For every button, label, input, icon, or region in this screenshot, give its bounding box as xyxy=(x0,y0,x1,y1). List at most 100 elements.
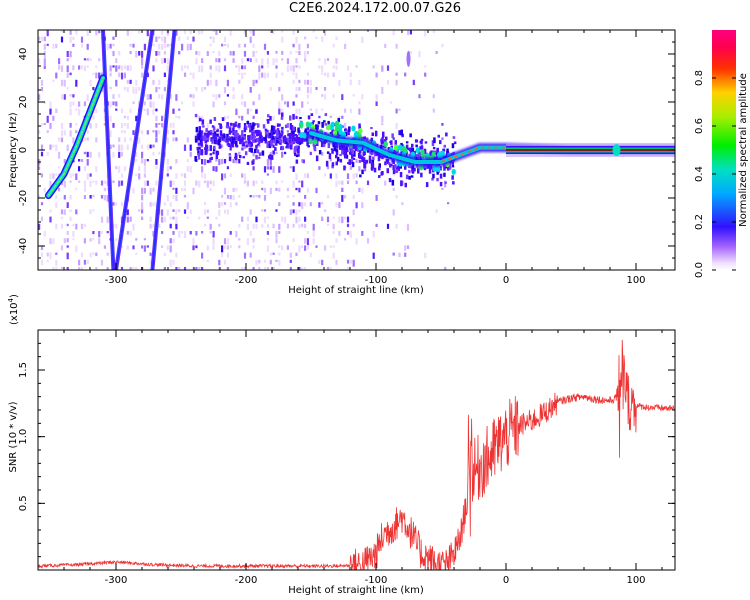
spectrogram-cell xyxy=(63,195,66,200)
spectrogram-cell xyxy=(286,58,289,65)
spectrogram-cell xyxy=(194,135,198,141)
spectrogram-cell xyxy=(357,152,361,159)
spectrogram-cell xyxy=(163,36,166,44)
spectrogram-cell xyxy=(278,231,281,234)
spectrogram-cell xyxy=(323,120,326,123)
spectrogram-cell xyxy=(222,133,226,139)
snr-frame xyxy=(37,329,676,571)
spectrogram-cell xyxy=(343,144,346,151)
spectrogram-cell xyxy=(386,168,389,174)
spectrogram-cell xyxy=(239,155,242,159)
spectrogram-cell xyxy=(129,267,132,270)
spectrogram-cell xyxy=(284,137,287,142)
spectrogram-cell xyxy=(337,117,340,123)
spectrogram-cell xyxy=(43,187,46,193)
spectrogram-cell xyxy=(344,155,347,159)
spectrogram-cell xyxy=(183,231,187,238)
spectrogram-cell xyxy=(286,245,289,250)
spectrogram-cell xyxy=(163,252,166,256)
spectrogram-cell xyxy=(58,65,61,70)
spectrogram-cell xyxy=(238,123,241,128)
spectrogram-cell xyxy=(261,72,264,78)
colorbar-label: Normalized spectral amplitude xyxy=(738,73,749,227)
spectrogram-cell xyxy=(92,209,95,212)
spectrogram-cell xyxy=(324,87,327,91)
spectrogram-cell xyxy=(264,128,268,132)
spectrogram-cell xyxy=(123,115,126,119)
spectrogram-cell xyxy=(344,123,347,129)
spectrogram-cell xyxy=(269,252,272,256)
spectrogram-cell xyxy=(341,144,344,148)
spectrogram-cell xyxy=(66,252,69,260)
spectrogram-cell xyxy=(444,181,447,184)
spectrogram-hotspot xyxy=(357,133,362,140)
spectrogram-cell xyxy=(278,133,282,139)
spectrogram-cell xyxy=(432,108,435,113)
spectrogram-cell xyxy=(274,147,277,151)
spectrogram-cell xyxy=(246,58,249,62)
spectrogram-cell xyxy=(132,245,135,250)
spectrogram-cell xyxy=(295,87,298,92)
spectrogram-cell xyxy=(288,143,291,149)
spectrogram-cell xyxy=(313,147,317,152)
spectrogram-cell xyxy=(158,51,161,56)
spectrogram-cell xyxy=(169,202,172,207)
spectrogram-cell xyxy=(129,79,132,84)
spectrogram-cell xyxy=(341,180,344,185)
spectrogram-cell xyxy=(166,209,169,216)
spectrogram-cell xyxy=(92,231,95,235)
spectrogram-cell xyxy=(83,65,86,71)
spectrogram-cell xyxy=(215,58,218,63)
spectrogram-cell xyxy=(322,144,326,147)
spectrogram-cell xyxy=(324,30,327,36)
spectrogram-cell xyxy=(292,166,295,172)
spectrogram-cell xyxy=(375,223,378,227)
spectrogram-cell xyxy=(146,144,149,150)
spectrogram-cell xyxy=(226,94,229,97)
snr-y-ticks: 0.51.01.5 xyxy=(18,329,675,571)
spectrogram-cell xyxy=(292,101,295,106)
spectrogram-cell xyxy=(292,195,295,198)
spectrogram-cell xyxy=(368,155,372,162)
spectrogram-cell xyxy=(350,159,354,164)
spectrogram-cell xyxy=(169,245,172,253)
spectrogram-cell xyxy=(69,51,72,58)
spectrogram-cell xyxy=(404,152,408,157)
spectrogram-cell xyxy=(86,159,89,166)
spectrogram-cell xyxy=(40,36,44,42)
spectrogram-hotspot xyxy=(334,120,340,127)
snr-y-label: SNR (10 * v/v) xyxy=(8,401,19,472)
spectrogram-cell xyxy=(269,30,272,34)
spectrogram-cell xyxy=(69,209,72,212)
spectrogram-cell xyxy=(331,149,334,154)
spectrogram-cell xyxy=(447,202,450,205)
spectrogram-cell xyxy=(209,180,212,185)
spectrogram-cell xyxy=(370,127,373,130)
spectrogram-cell xyxy=(404,252,407,257)
spectrogram-cell xyxy=(247,135,251,139)
spectrogram-cell xyxy=(149,252,152,256)
spectrogram-cell xyxy=(198,30,201,35)
spectrogram-cell xyxy=(141,202,144,210)
spectrogram-cell xyxy=(201,267,204,270)
spectrogram-cell xyxy=(204,147,207,150)
spectrogram-cell xyxy=(238,79,241,84)
spectrogram-cell xyxy=(278,108,281,115)
spectrogram-cell xyxy=(254,138,257,143)
spectrogram-cell xyxy=(120,144,124,151)
spectrogram-cell xyxy=(330,131,334,137)
spectrogram-cell xyxy=(123,72,126,79)
spectrogram-cell xyxy=(227,143,230,146)
spectrogram-cell xyxy=(83,195,86,199)
spectrogram-cell xyxy=(243,252,247,259)
spectrogram-cell xyxy=(198,130,201,137)
spectrogram-cell xyxy=(78,101,81,107)
spectrogram-cell xyxy=(112,202,115,206)
spectrogram-cell xyxy=(257,123,260,128)
spectrogram-cell xyxy=(223,36,227,42)
spectrogram-cell xyxy=(126,65,129,71)
spectrogram-cell xyxy=(205,128,208,132)
snr-y-tick-label: 0.5 xyxy=(18,495,29,511)
spectrogram-cell xyxy=(411,163,415,170)
spectrogram-cell xyxy=(126,30,129,36)
